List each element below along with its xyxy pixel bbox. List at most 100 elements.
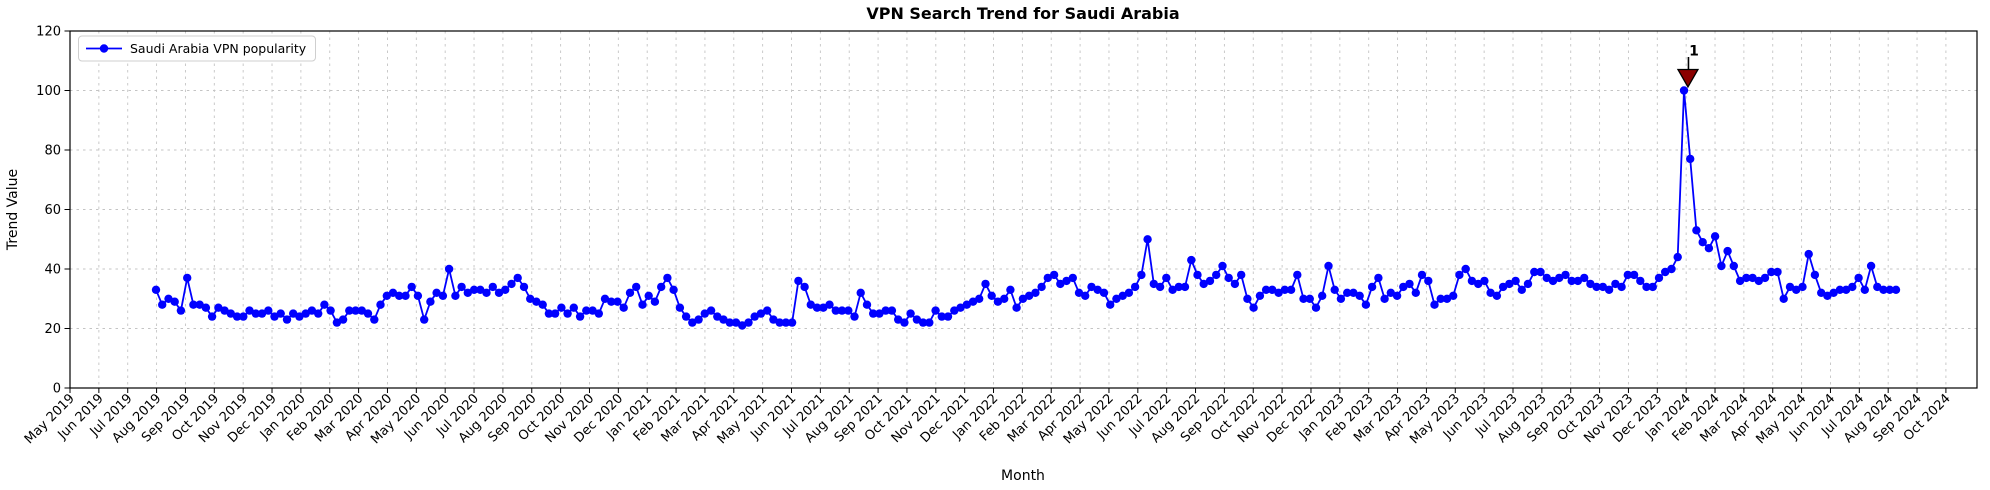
data-point bbox=[607, 297, 616, 306]
data-point bbox=[925, 318, 934, 327]
data-point bbox=[1642, 282, 1651, 292]
data-point bbox=[694, 315, 703, 324]
data-point bbox=[756, 309, 766, 318]
data-point bbox=[1417, 270, 1427, 280]
data-point bbox=[1193, 270, 1202, 280]
data-point bbox=[245, 306, 254, 315]
data-point bbox=[420, 315, 429, 324]
data-point bbox=[1511, 276, 1520, 286]
data-point bbox=[981, 279, 990, 289]
data-point bbox=[862, 300, 872, 309]
data-point bbox=[975, 294, 984, 303]
plot-border bbox=[69, 30, 1978, 389]
data-point bbox=[582, 306, 591, 315]
data-point bbox=[1361, 300, 1371, 309]
data-point bbox=[700, 309, 709, 318]
data-point bbox=[1130, 282, 1140, 292]
data-point bbox=[176, 306, 186, 315]
data-point bbox=[1137, 270, 1146, 280]
data-point bbox=[1299, 294, 1308, 303]
data-point bbox=[1411, 288, 1421, 297]
data-point bbox=[1037, 282, 1046, 292]
data-point bbox=[1218, 261, 1227, 271]
data-point bbox=[501, 285, 510, 294]
data-point bbox=[1885, 285, 1895, 294]
data-point bbox=[1237, 270, 1246, 280]
data-point bbox=[900, 318, 909, 327]
data-point bbox=[837, 306, 847, 315]
data-point bbox=[276, 309, 285, 318]
data-point bbox=[1093, 285, 1102, 294]
data-point bbox=[918, 318, 928, 327]
data-point bbox=[550, 309, 560, 318]
data-point bbox=[1536, 267, 1545, 277]
peak-triangle-marker bbox=[1676, 68, 1700, 89]
data-point bbox=[1636, 276, 1645, 286]
data-point bbox=[1386, 288, 1396, 297]
data-point bbox=[513, 273, 522, 283]
y-tick-label: 100 bbox=[36, 84, 61, 99]
data-point bbox=[856, 288, 865, 297]
data-point bbox=[1717, 261, 1726, 271]
data-point bbox=[1224, 273, 1233, 283]
data-point bbox=[1324, 261, 1333, 271]
data-point bbox=[1623, 270, 1633, 280]
data-point bbox=[1773, 267, 1782, 277]
data-point bbox=[1592, 282, 1601, 292]
data-point bbox=[1243, 294, 1252, 303]
data-point bbox=[1012, 303, 1021, 312]
data-point bbox=[557, 303, 566, 312]
data-series bbox=[151, 86, 1901, 330]
data-point bbox=[320, 300, 329, 309]
data-point bbox=[825, 300, 834, 309]
data-point bbox=[575, 312, 585, 321]
data-point bbox=[657, 282, 666, 292]
data-point bbox=[363, 309, 373, 318]
data-point bbox=[881, 306, 890, 315]
data-point bbox=[469, 285, 479, 294]
data-point bbox=[426, 297, 435, 306]
data-point bbox=[831, 306, 840, 315]
y-tick-label: 80 bbox=[44, 144, 61, 159]
data-point bbox=[1523, 279, 1533, 289]
y-axis-label: Trend Value bbox=[5, 169, 21, 251]
data-point bbox=[1692, 226, 1701, 235]
data-point bbox=[507, 279, 516, 289]
data-point bbox=[769, 315, 778, 324]
legend-marker-sample bbox=[99, 44, 109, 53]
data-point bbox=[1667, 264, 1676, 274]
data-point bbox=[1230, 279, 1240, 289]
data-point bbox=[1449, 291, 1458, 300]
y-tick-label: 40 bbox=[44, 263, 61, 278]
data-point bbox=[1486, 288, 1495, 297]
data-point bbox=[1629, 270, 1639, 280]
data-point bbox=[1174, 282, 1184, 292]
data-point bbox=[1180, 282, 1190, 292]
data-point bbox=[794, 276, 803, 286]
data-point bbox=[1517, 285, 1527, 294]
data-point bbox=[314, 309, 323, 318]
data-point bbox=[625, 288, 635, 297]
data-point bbox=[956, 303, 965, 312]
data-point bbox=[993, 297, 1003, 306]
data-point bbox=[844, 306, 853, 315]
data-point bbox=[600, 294, 610, 303]
data-point bbox=[869, 309, 878, 318]
data-point bbox=[407, 282, 416, 292]
data-point bbox=[1311, 303, 1321, 312]
y-tick-label: 20 bbox=[44, 322, 61, 337]
data-point bbox=[1106, 300, 1115, 309]
data-point bbox=[632, 282, 641, 292]
data-point bbox=[1648, 282, 1658, 292]
data-point bbox=[307, 306, 317, 315]
data-point bbox=[1804, 249, 1813, 259]
data-point bbox=[189, 300, 198, 309]
data-point bbox=[295, 312, 304, 321]
data-point bbox=[1286, 285, 1296, 294]
data-point bbox=[232, 312, 242, 321]
data-point bbox=[1792, 285, 1801, 294]
annotation-label: 1 bbox=[1689, 44, 1699, 60]
legend-box bbox=[78, 35, 316, 62]
data-point bbox=[282, 315, 292, 324]
